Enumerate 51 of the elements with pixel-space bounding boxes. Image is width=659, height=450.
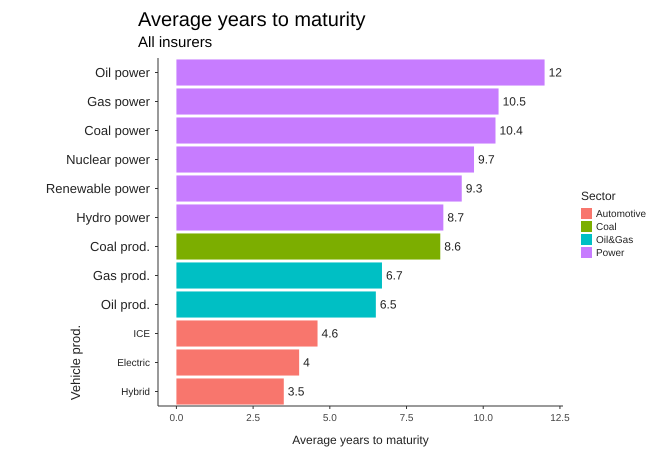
bar — [176, 291, 376, 318]
data-label: 4.6 — [322, 326, 339, 341]
y-tick-label: Gas prod. — [92, 268, 150, 284]
x-tick-label: 7.5 — [400, 413, 414, 424]
bar — [176, 233, 440, 260]
x-axis-title: Average years to maturity — [292, 433, 429, 447]
data-label: 12 — [548, 66, 562, 80]
chart-title: Average years to maturity — [138, 9, 366, 31]
x-tick-label: 12.5 — [550, 413, 570, 424]
data-label: 8.7 — [447, 210, 464, 225]
data-label: 9.7 — [478, 152, 496, 167]
y-tick-label: Nuclear power — [66, 152, 151, 168]
bar — [176, 59, 545, 86]
y-tick-label: Coal prod. — [90, 239, 150, 254]
data-label: 9.3 — [466, 182, 483, 196]
bar — [176, 88, 499, 115]
y-tick-label: Coal power — [84, 123, 151, 138]
x-tick-label: 0.0 — [169, 413, 184, 424]
y-tick-label: Electric — [117, 358, 150, 369]
y-tick-label: Renewable power — [46, 181, 151, 196]
bar — [176, 320, 318, 347]
legend-label: Automotive — [596, 209, 646, 220]
x-tick-label: 5.0 — [322, 413, 338, 424]
legend-label: Power — [596, 248, 626, 259]
data-label: 10.4 — [500, 124, 524, 138]
data-label: 3.5 — [288, 384, 305, 399]
bar — [176, 146, 474, 173]
legend-title: Sector — [581, 189, 616, 203]
data-label: 6.7 — [386, 268, 403, 283]
y-tick-label: Hydro power — [76, 210, 151, 226]
text: Vehicle prod. — [68, 324, 83, 400]
y-tick-label: ICE — [133, 329, 150, 340]
bar — [176, 378, 284, 405]
data-label: 10.5 — [502, 94, 526, 109]
y-tick-label: Oil prod. — [100, 297, 150, 312]
bar — [176, 349, 300, 376]
x-tick-label: 2.5 — [246, 413, 260, 424]
data-label: 4 — [303, 356, 310, 370]
bar — [176, 262, 382, 289]
y-tick-label: Gas power — [87, 94, 151, 110]
chart-subtitle: All insurers — [138, 34, 212, 51]
y-tick-label: Hybrid — [121, 387, 150, 398]
bar — [176, 204, 444, 231]
bar — [176, 117, 496, 144]
legend-label: Coal — [596, 222, 617, 233]
data-label: 6.5 — [380, 298, 397, 312]
y-tick-label: Oil power — [95, 65, 151, 80]
data-label: 8.6 — [444, 240, 462, 254]
legend-label: Oil&Gas — [596, 235, 634, 246]
bar — [176, 175, 462, 202]
x-tick-label: 10.0 — [473, 413, 494, 424]
